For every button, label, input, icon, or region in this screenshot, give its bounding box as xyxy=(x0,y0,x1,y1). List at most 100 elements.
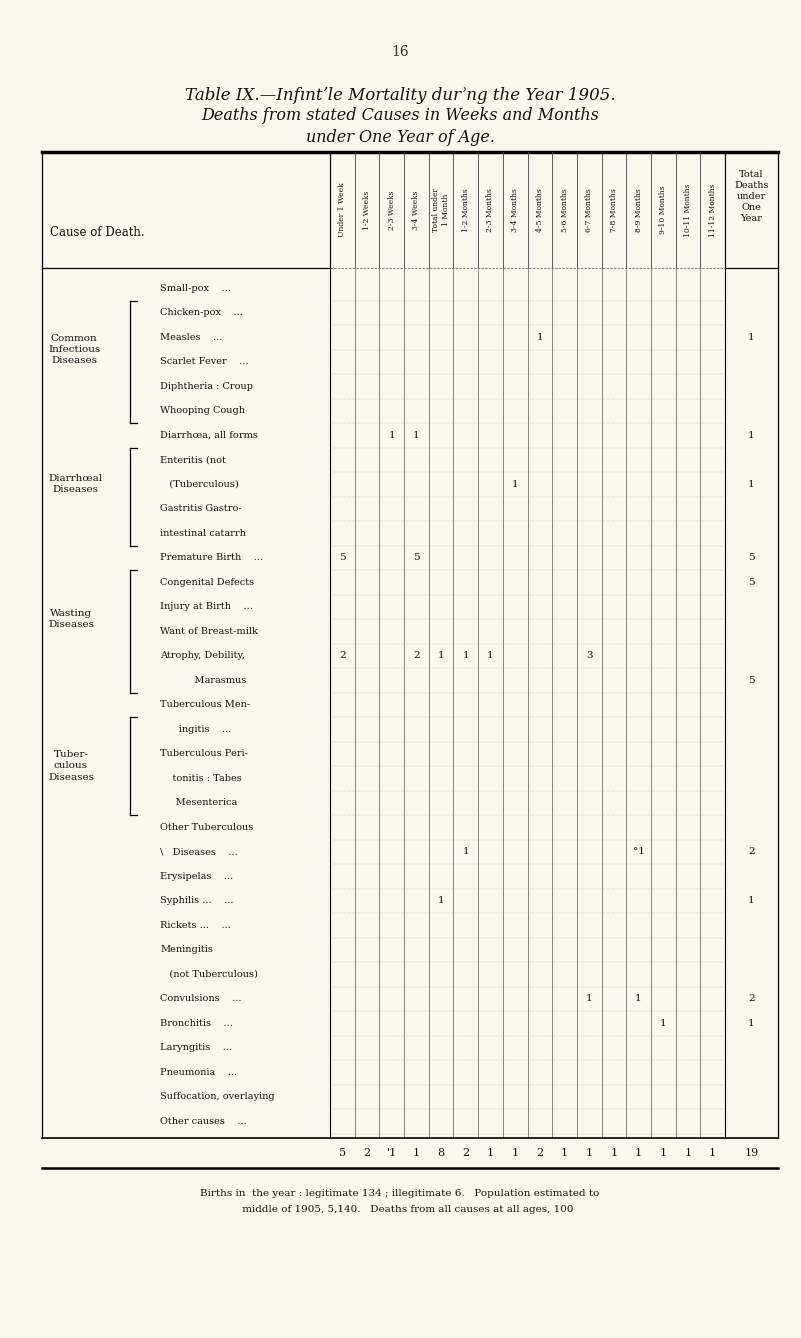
Text: Congenital Defects: Congenital Defects xyxy=(160,578,254,587)
Text: '1: '1 xyxy=(387,1148,396,1159)
Text: 1: 1 xyxy=(586,1148,593,1159)
Text: °1: °1 xyxy=(633,847,645,856)
Text: 1: 1 xyxy=(660,1148,667,1159)
Text: 4-5 Months: 4-5 Months xyxy=(536,189,544,231)
Text: 3: 3 xyxy=(586,652,593,660)
Text: 5: 5 xyxy=(339,1148,346,1159)
Text: 1: 1 xyxy=(748,480,755,488)
Text: 19: 19 xyxy=(744,1148,759,1159)
Text: 5: 5 xyxy=(748,578,755,587)
Text: 1: 1 xyxy=(748,333,755,341)
Text: Tuberculous Peri-: Tuberculous Peri- xyxy=(160,749,248,759)
Text: ingitis    ...: ingitis ... xyxy=(160,725,231,733)
Text: 2-3 Weeks: 2-3 Weeks xyxy=(388,190,396,230)
Text: Other Tuberculous: Other Tuberculous xyxy=(160,823,253,832)
Text: 1: 1 xyxy=(748,896,755,906)
Text: 5-6 Months: 5-6 Months xyxy=(561,189,569,231)
Text: Mesenterica: Mesenterica xyxy=(160,799,237,807)
Text: 2: 2 xyxy=(748,994,755,1004)
Text: 1: 1 xyxy=(487,652,493,660)
Text: 1-2 Weeks: 1-2 Weeks xyxy=(363,190,371,230)
Text: 3-4 Months: 3-4 Months xyxy=(511,189,519,231)
Text: Total under
1 Month: Total under 1 Month xyxy=(433,189,449,231)
Text: Cause of Death.: Cause of Death. xyxy=(50,226,145,238)
Text: Small-pox    ...: Small-pox ... xyxy=(160,284,231,293)
Text: 2: 2 xyxy=(339,652,346,660)
Text: 1-2 Months: 1-2 Months xyxy=(462,189,469,231)
Text: 5: 5 xyxy=(413,553,420,562)
Text: Marasmus: Marasmus xyxy=(160,676,247,685)
Text: Scarlet Fever    ...: Scarlet Fever ... xyxy=(160,357,248,367)
Text: 8-9 Months: 8-9 Months xyxy=(634,189,642,231)
Text: Tuberculous Men-: Tuberculous Men- xyxy=(160,700,250,709)
Text: 1: 1 xyxy=(748,431,755,440)
Text: 16: 16 xyxy=(391,45,409,59)
Text: 1: 1 xyxy=(438,896,445,906)
Text: Convulsions    ...: Convulsions ... xyxy=(160,994,241,1004)
Text: Births in  the year : legitimate 134 ; illegitimate 6.   Population estimated to: Births in the year : legitimate 134 ; il… xyxy=(200,1189,600,1199)
Text: 1: 1 xyxy=(660,1018,666,1028)
Text: Injury at Birth    ...: Injury at Birth ... xyxy=(160,602,253,611)
Text: Other causes    ...: Other causes ... xyxy=(160,1117,247,1125)
Text: 11-12 Months: 11-12 Months xyxy=(709,183,717,237)
Text: 2: 2 xyxy=(364,1148,371,1159)
Text: 2: 2 xyxy=(413,652,420,660)
Text: Wasting
Diseases: Wasting Diseases xyxy=(48,609,94,629)
Text: 1: 1 xyxy=(413,431,420,440)
Text: Erysipelas    ...: Erysipelas ... xyxy=(160,872,233,880)
Text: Enteritis (not: Enteritis (not xyxy=(160,455,226,464)
Text: (Tuberculous): (Tuberculous) xyxy=(160,480,239,488)
Text: 6-7 Months: 6-7 Months xyxy=(586,189,594,231)
Text: Syphilis ...    ...: Syphilis ... ... xyxy=(160,896,234,906)
Text: 9-10 Months: 9-10 Months xyxy=(659,186,667,234)
Text: Meningitis: Meningitis xyxy=(160,945,213,954)
Text: 5: 5 xyxy=(748,676,755,685)
Text: (not Tuberculous): (not Tuberculous) xyxy=(160,970,258,979)
Text: \   Diseases    ...: \ Diseases ... xyxy=(160,847,238,856)
Text: 1: 1 xyxy=(487,1148,494,1159)
Text: 5: 5 xyxy=(748,553,755,562)
Text: 1: 1 xyxy=(748,1018,755,1028)
Text: Gastritis Gastro-: Gastritis Gastro- xyxy=(160,504,242,514)
Text: 1: 1 xyxy=(586,994,593,1004)
Text: 1: 1 xyxy=(709,1148,716,1159)
Text: 2: 2 xyxy=(748,847,755,856)
Text: 1: 1 xyxy=(610,1148,618,1159)
Text: 10-11 Months: 10-11 Months xyxy=(684,183,692,237)
Text: tonitis : Tabes: tonitis : Tabes xyxy=(160,773,242,783)
Text: Total
Deaths
under
One
Year: Total Deaths under One Year xyxy=(735,170,769,223)
Text: 1: 1 xyxy=(684,1148,691,1159)
Text: Measles    ...: Measles ... xyxy=(160,333,223,341)
Text: under One Year of Age.: under One Year of Age. xyxy=(305,128,494,146)
Text: Diarrhœal
Diseases: Diarrhœal Diseases xyxy=(48,474,102,495)
Text: 1: 1 xyxy=(635,1148,642,1159)
Text: Common
Infectious
Diseases: Common Infectious Diseases xyxy=(48,333,100,365)
Text: middle of 1905, 5,140.   Deaths from all causes at all ages, 100: middle of 1905, 5,140. Deaths from all c… xyxy=(226,1206,574,1215)
Text: Diphtheria : Croup: Diphtheria : Croup xyxy=(160,381,253,391)
Text: intestinal catarrh: intestinal catarrh xyxy=(160,529,246,538)
Text: Table IX.—Infıntʼle Mortality durʾng the Year 1905.: Table IX.—Infıntʼle Mortality durʾng the… xyxy=(185,87,615,103)
Text: 2: 2 xyxy=(537,1148,543,1159)
Text: 1: 1 xyxy=(561,1148,568,1159)
Text: 2: 2 xyxy=(462,1148,469,1159)
Text: Bronchitis    ...: Bronchitis ... xyxy=(160,1018,233,1028)
Text: Premature Birth    ...: Premature Birth ... xyxy=(160,553,263,562)
Text: 3-4 Weeks: 3-4 Weeks xyxy=(413,190,421,230)
Text: 1: 1 xyxy=(462,847,469,856)
Text: 1: 1 xyxy=(462,652,469,660)
Text: 1: 1 xyxy=(537,333,543,341)
Text: Chicken-pox    ...: Chicken-pox ... xyxy=(160,308,243,317)
Text: 1: 1 xyxy=(512,1148,519,1159)
Text: 1: 1 xyxy=(438,652,445,660)
Text: Laryngitis    ...: Laryngitis ... xyxy=(160,1044,232,1052)
Text: 5: 5 xyxy=(339,553,346,562)
Text: Pneumonia    ...: Pneumonia ... xyxy=(160,1068,237,1077)
Text: 7-8 Months: 7-8 Months xyxy=(610,189,618,231)
Text: 8: 8 xyxy=(437,1148,445,1159)
Text: Diarrhœa, all forms: Diarrhœa, all forms xyxy=(160,431,258,440)
Text: 1: 1 xyxy=(512,480,518,488)
Text: 1: 1 xyxy=(413,1148,420,1159)
Text: Rickets ...    ...: Rickets ... ... xyxy=(160,921,231,930)
Text: Want of Breast-milk: Want of Breast-milk xyxy=(160,626,258,636)
Text: Tuber-
culous
Diseases: Tuber- culous Diseases xyxy=(48,751,94,781)
